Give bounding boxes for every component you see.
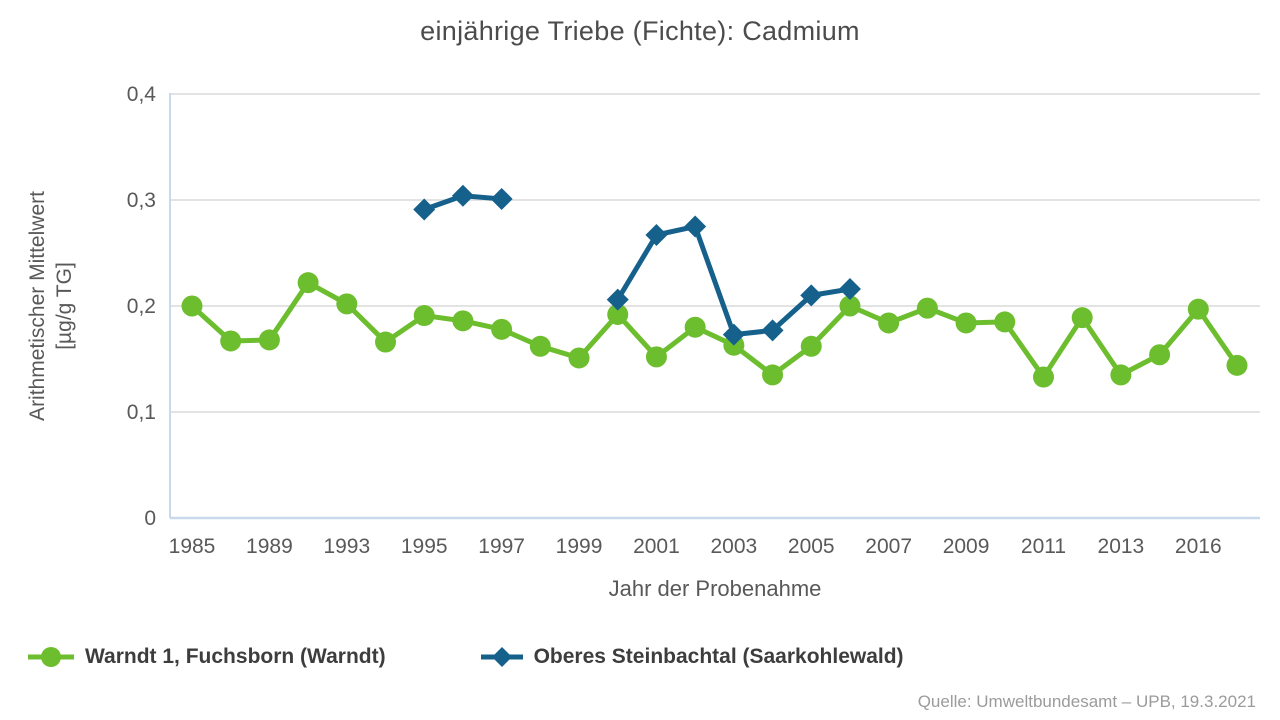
series-line-1 (615, 224, 853, 338)
data-point-marker (684, 316, 706, 338)
data-point-marker (1110, 364, 1132, 386)
y-tick-label: 0 (144, 507, 156, 530)
data-point-marker (916, 297, 938, 319)
legend-item-warndt[interactable]: Warndt 1, Fuchsborn (Warndt) (28, 644, 386, 670)
legend-diamond-marker-icon (480, 647, 523, 667)
data-point-marker (413, 305, 435, 327)
data-point-marker (800, 335, 822, 357)
data-point-marker (529, 335, 551, 357)
legend-label-steinbachtal: Oberes Steinbachtal (Saarkohlewald) (533, 645, 904, 668)
x-tick-label: 2003 (710, 535, 757, 558)
data-point-marker (336, 293, 358, 315)
data-point-marker (451, 184, 474, 207)
y-tick-label: 0,1 (127, 401, 156, 424)
x-tick-label: 1999 (556, 535, 603, 558)
x-tick-label: 2005 (788, 535, 835, 558)
data-point-marker (258, 329, 280, 351)
data-point-marker (878, 312, 900, 334)
data-point-marker (607, 303, 629, 325)
y-tick-label: 0,4 (127, 83, 157, 106)
data-point-marker (955, 312, 977, 334)
x-tick-label: 1997 (478, 535, 525, 558)
x-tick-label: 2009 (943, 535, 990, 558)
legend-circle-marker-icon (28, 647, 74, 667)
data-point-marker (1187, 298, 1209, 320)
data-point-marker (297, 272, 319, 294)
data-point-marker (838, 278, 861, 301)
x-axis-title: Jahr der Probenahme (609, 576, 822, 601)
data-point-marker (645, 346, 667, 368)
data-point-marker (491, 318, 513, 340)
data-point-marker (684, 215, 707, 238)
data-point-marker (1071, 307, 1093, 329)
x-tick-label: 2007 (865, 535, 912, 558)
data-point-marker (452, 310, 474, 332)
legend-label-warndt: Warndt 1, Fuchsborn (Warndt) (85, 645, 386, 668)
x-tick-label: 1989 (246, 535, 293, 558)
y-axis-title-line1: Arithmetischer Mittelwert (26, 191, 49, 421)
chart-title: einjährige Triebe (Fichte): Cadmium (420, 16, 860, 46)
x-tick-label: 1985 (169, 535, 216, 558)
series-line-0 (189, 280, 1240, 380)
data-point-marker (413, 198, 436, 221)
data-point-marker (220, 330, 242, 352)
data-point-marker (1226, 354, 1248, 376)
data-point-marker (800, 284, 823, 307)
x-tick-label: 2001 (633, 535, 680, 558)
y-tick-label: 0,2 (127, 295, 156, 318)
data-point-marker (761, 319, 784, 342)
data-point-marker (994, 311, 1016, 333)
data-point-marker (606, 288, 629, 311)
data-point-marker (1032, 366, 1054, 388)
data-point-marker (839, 295, 861, 317)
data-point-marker (181, 295, 203, 317)
data-point-marker (1149, 344, 1171, 366)
x-tick-label: 1995 (401, 535, 448, 558)
y-axis-title-line2: [µg/g TG] (53, 262, 76, 350)
source-note: Quelle: Umweltbundesamt – UPB, 19.3.2021 (917, 692, 1256, 711)
y-tick-label: 0,3 (127, 189, 156, 212)
chart-plot-area: Arithmetischer Mittelwert [µg/g TG] Jahr… (26, 83, 1260, 601)
data-point-marker (722, 323, 745, 346)
x-tick-label: 2016 (1175, 535, 1222, 558)
data-point-marker (645, 223, 668, 246)
chart-legend: Warndt 1, Fuchsborn (Warndt) Oberes Stei… (28, 644, 904, 670)
x-tick-label: 2011 (1021, 535, 1066, 558)
data-point-marker (568, 347, 590, 369)
data-point-marker (762, 364, 784, 386)
data-point-marker (375, 331, 397, 353)
data-point-marker (490, 187, 513, 210)
x-tick-label: 2013 (1098, 535, 1145, 558)
legend-item-steinbachtal[interactable]: Oberes Steinbachtal (Saarkohlewald) (480, 644, 904, 670)
x-tick-label: 1993 (323, 535, 370, 558)
